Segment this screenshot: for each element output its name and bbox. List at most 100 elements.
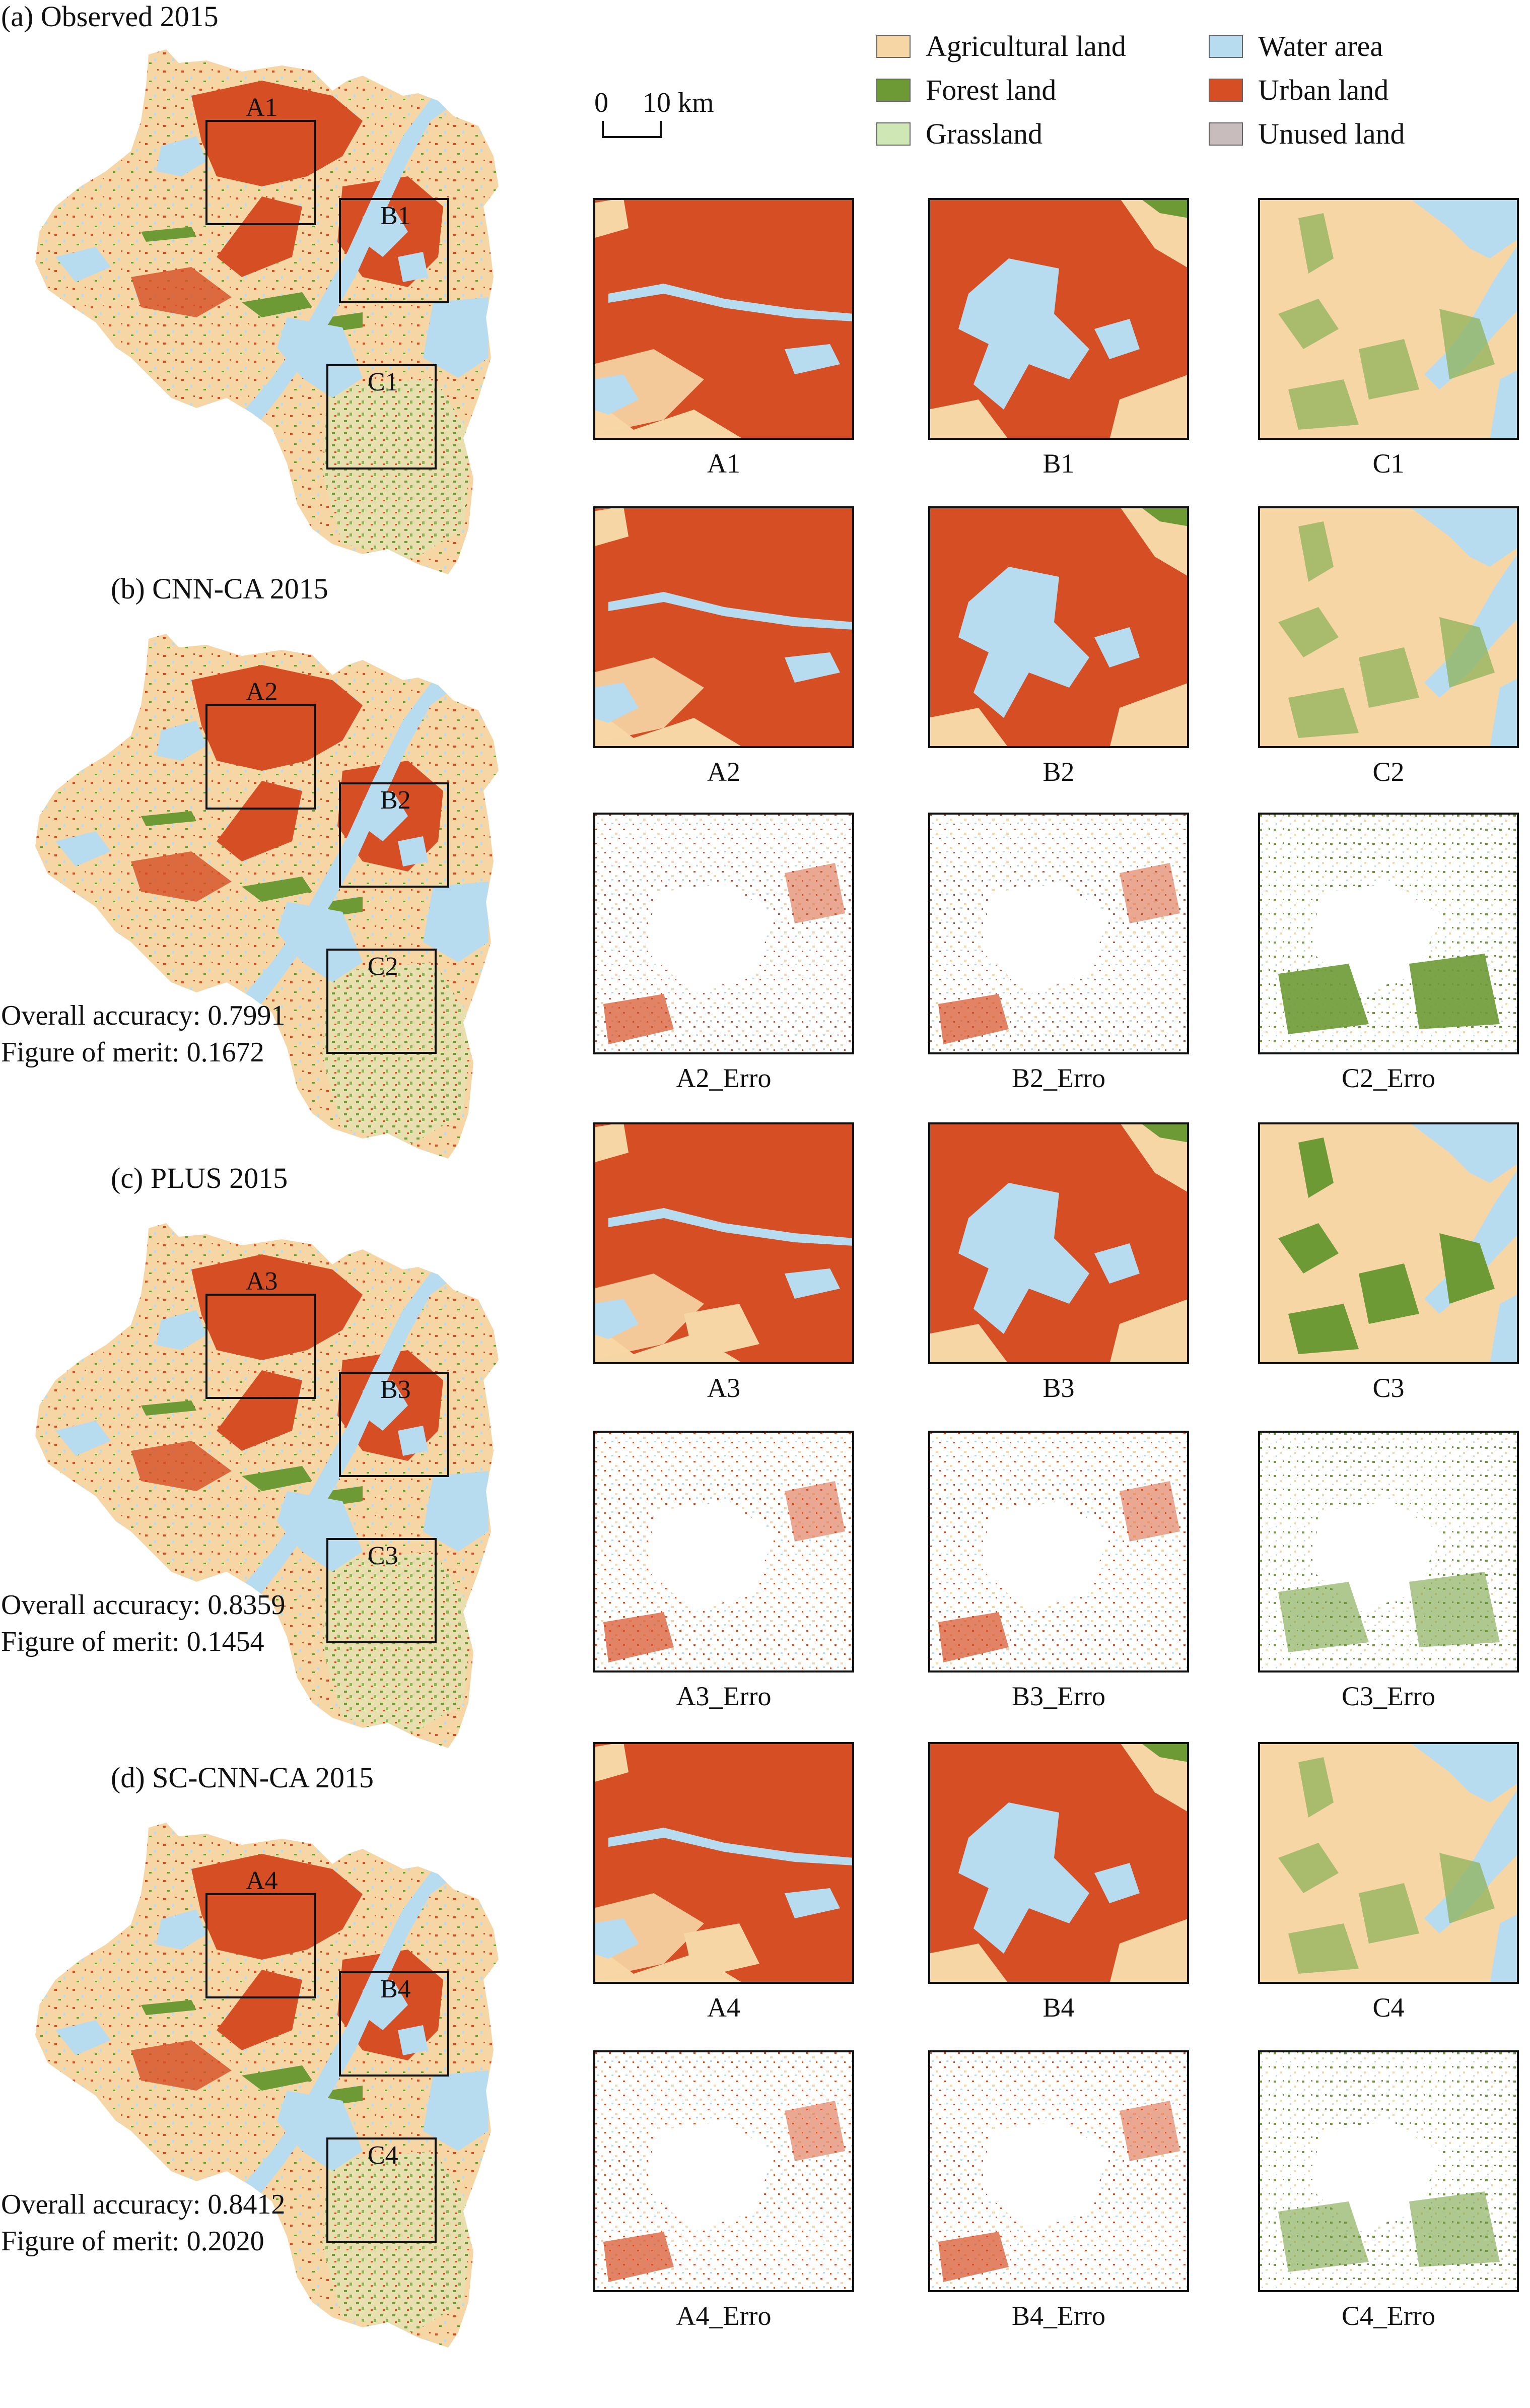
accuracy-metrics: Overall accuracy: 0.8359 Figure of merit:… <box>1 1587 285 1660</box>
zoom-map <box>1258 506 1519 748</box>
tile-caption: B1 <box>1042 448 1075 479</box>
error-map <box>593 2050 854 2292</box>
region-box <box>326 949 437 1054</box>
tile-caption: C1 <box>1372 448 1405 479</box>
error-map <box>928 1431 1189 1673</box>
error-map-tile: C4_Erro <box>1258 2050 1519 2329</box>
zoom-map-tile: A4 <box>593 1742 854 2021</box>
error-map <box>593 813 854 1054</box>
region-label: A2 <box>246 678 278 706</box>
region-label: B2 <box>380 786 411 815</box>
legend-item-grassland: Grassland <box>876 117 1042 151</box>
legend-swatch-urban <box>1209 78 1243 102</box>
region-box <box>205 704 316 810</box>
accuracy-metrics: Overall accuracy: 0.7991 Figure of merit:… <box>1 997 285 1071</box>
tile-caption: B4 <box>1042 1992 1075 2023</box>
overall-accuracy: Overall accuracy: 0.7991 <box>1 1000 286 1031</box>
error-map <box>928 2050 1189 2292</box>
figure-of-merit: Figure of merit: 0.1672 <box>1 1036 264 1068</box>
error-map-tile: B2_Erro <box>928 813 1189 1092</box>
region-label: B3 <box>380 1375 411 1404</box>
error-map-tile: A3_Erro <box>593 1431 854 1710</box>
land-use-map: A3 B3 C3 <box>35 1223 499 1748</box>
legend-label: Water area <box>1258 30 1383 62</box>
region-label: A4 <box>246 1866 278 1895</box>
zoom-map-tile: C2 <box>1258 506 1519 785</box>
region-box <box>339 1372 449 1477</box>
region-box <box>339 198 449 303</box>
region-label: A3 <box>246 1267 278 1296</box>
error-map-tile: C3_Erro <box>1258 1431 1519 1710</box>
zoom-map <box>593 198 854 440</box>
error-map <box>1258 1431 1519 1673</box>
tile-caption: C4 <box>1372 1992 1405 2023</box>
panel-title: (a) Observed 2015 <box>1 0 219 33</box>
scale-bar-distance-label: 10 km <box>643 87 714 118</box>
zoom-map-tile: A2 <box>593 506 854 785</box>
zoom-map-tile: A3 <box>593 1122 854 1401</box>
error-map <box>928 813 1189 1054</box>
land-use-map: A4 B4 C4 <box>35 1823 499 2348</box>
legend-swatch-agricultural <box>876 34 911 58</box>
legend-swatch-unused <box>1209 122 1243 146</box>
tile-caption: A2 <box>707 757 740 787</box>
tile-caption: A4 <box>707 1992 740 2023</box>
legend-item-urban: Urban land <box>1209 73 1388 107</box>
legend-item-unused: Unused land <box>1209 117 1405 151</box>
tile-caption: A4_Erro <box>676 2301 772 2331</box>
region-label: B4 <box>380 1975 411 2003</box>
legend-label: Forest land <box>926 74 1057 106</box>
region-box <box>326 1538 437 1643</box>
zoom-map-tile: B1 <box>928 198 1189 477</box>
legend-item-water: Water area <box>1209 29 1383 63</box>
legend-swatch-water <box>1209 34 1243 58</box>
region-box <box>326 364 437 470</box>
region-label: C4 <box>368 2141 398 2170</box>
zoom-map-tile: C1 <box>1258 198 1519 477</box>
tile-caption: A2_Erro <box>676 1063 772 1093</box>
tile-caption: B2_Erro <box>1012 1063 1105 1093</box>
legend-swatch-grassland <box>876 122 911 146</box>
error-map-tile: A2_Erro <box>593 813 854 1092</box>
region-label: A1 <box>246 93 278 122</box>
panel-title: (b) CNN-CA 2015 <box>111 572 328 605</box>
accuracy-metrics: Overall accuracy: 0.8412 Figure of merit:… <box>1 2186 285 2260</box>
legend-swatch-forest <box>876 78 911 102</box>
zoom-map <box>928 198 1189 440</box>
tile-caption: A1 <box>707 448 740 479</box>
region-box <box>339 1971 449 2077</box>
scale-bar-zero-label: 0 <box>594 87 608 118</box>
region-label: C2 <box>368 952 398 981</box>
legend-label: Urban land <box>1258 74 1389 106</box>
scale-bar: 0 10 km <box>594 89 725 144</box>
tile-caption: B4_Erro <box>1012 2301 1105 2331</box>
tile-caption: B3_Erro <box>1012 1681 1105 1711</box>
zoom-map-tile: B4 <box>928 1742 1189 2021</box>
zoom-map <box>593 1742 854 1984</box>
region-label: C1 <box>368 368 398 396</box>
zoom-map <box>593 506 854 748</box>
legend-item-forest: Forest land <box>876 73 1056 107</box>
tile-caption: C2_Erro <box>1342 1063 1435 1093</box>
zoom-map <box>1258 198 1519 440</box>
tile-caption: B2 <box>1042 757 1075 787</box>
land-use-map: A1 B1 C1 <box>35 49 499 574</box>
scale-bar-line <box>602 121 662 138</box>
zoom-map <box>1258 1122 1519 1364</box>
error-map <box>1258 813 1519 1054</box>
panel-title: (d) SC-CNN-CA 2015 <box>111 1761 374 1794</box>
tile-caption: C3 <box>1372 1373 1405 1403</box>
error-map-tile: C2_Erro <box>1258 813 1519 1092</box>
figure-of-merit: Figure of merit: 0.2020 <box>1 2225 264 2257</box>
error-map-tile: B3_Erro <box>928 1431 1189 1710</box>
overall-accuracy: Overall accuracy: 0.8412 <box>1 2189 286 2220</box>
panel-title: (c) PLUS 2015 <box>111 1162 288 1194</box>
zoom-map <box>928 506 1189 748</box>
tile-caption: C3_Erro <box>1342 1681 1435 1711</box>
zoom-map-tile: C4 <box>1258 1742 1519 2021</box>
region-box <box>205 1893 316 1998</box>
zoom-map-tile: A1 <box>593 198 854 477</box>
tile-caption: B3 <box>1042 1373 1075 1403</box>
zoom-map <box>928 1122 1189 1364</box>
legend-label: Grassland <box>926 117 1042 150</box>
